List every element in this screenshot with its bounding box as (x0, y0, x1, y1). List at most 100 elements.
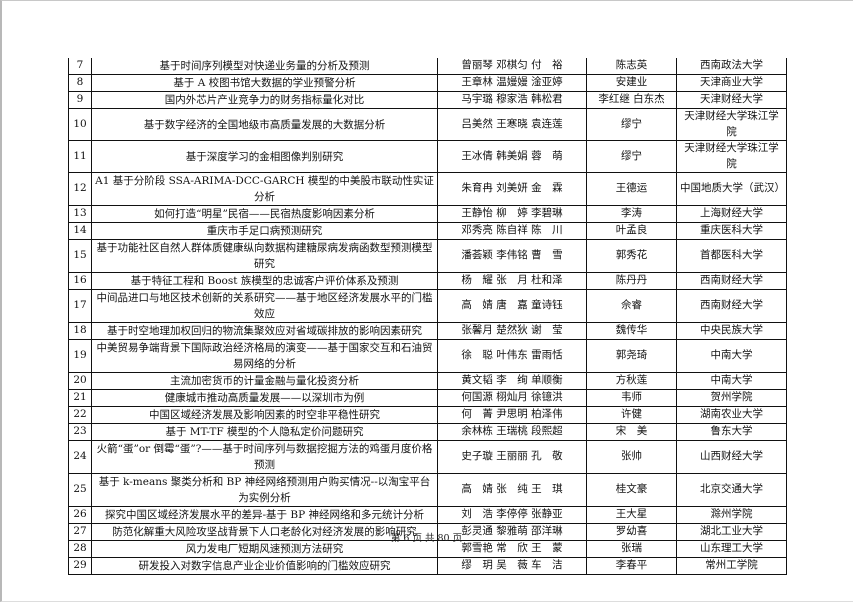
team-members: 高 婧 张 纯 王 琪 (437, 473, 587, 507)
project-title: 基于 k-means 聚类分析和 BP 神经网络预测用户购买情况--以淘宝平台为… (91, 473, 438, 507)
project-title: 探究中国区域经济发展水平的差异-基于 BP 神经网络和多元统计分析 (91, 506, 438, 524)
table-row: 14 重庆市手足口病预测研究 邓秀亮 陈自祥 陈 川叶孟良 重庆医科大学 (68, 222, 787, 240)
advisor-name: 郭尧琦 (586, 339, 677, 373)
project-title: 火箭“蛋”or 倒霉“蛋”?——基于时间序列与数据挖掘方法的鸡蛋月度价格预测 (91, 440, 438, 474)
row-number: 13 (68, 205, 92, 223)
row-number: 24 (68, 440, 92, 474)
team-members: 郭雪艳 常 欣 王 蒙 (437, 540, 587, 558)
table-row: 23 基于 MT-TF 模型的个人隐私定价问题研究 余林栋 王瑞桃 段熙超宋 美鲁东… (68, 423, 787, 441)
table-row: 21 健康城市推动高质量发展——以深圳市为例 何国源 栩灿月 徐镱洪 韦师 贺州学院 (68, 389, 787, 407)
project-title: 中间品进口与地区技术创新的关系研究——基于地区经济发展水平的门槛效应 (91, 289, 438, 323)
project-title: 基于数字经济的全国地级市高质量发展的大数据分析 (91, 108, 438, 141)
school-name: 滁州学院 (676, 506, 787, 524)
project-title: 主流加密货币的计量金融与量化投资分析 (91, 372, 438, 390)
table-row: 25 基于 k-means 聚类分析和 BP 神经网络预测用户购买情况--以淘宝平… (68, 473, 787, 507)
project-title: 重庆市手足口病预测研究 (91, 222, 438, 240)
team-members: 高 婧 唐 嘉 童诗钰 (437, 289, 587, 323)
project-title: 基于深度学习的金相图像判别研究 (91, 140, 438, 173)
project-title: 国内外芯片产业竞争力的财务指标量化对比 (91, 91, 438, 109)
advisor-name: 陈丹丹 (586, 272, 677, 290)
table-row: 19 中美贸易争端背景下国际政治经济格局的演变——基于国家交互和石油贸易网络的分析… (68, 339, 787, 373)
row-number: 25 (68, 473, 92, 507)
project-title: 风力发电厂短期风速预测方法研究 (91, 540, 438, 558)
school-name: 天津财经大学珠江学院 (676, 108, 787, 141)
school-name: 贺州学院 (676, 389, 787, 407)
table-row: 7 基于时间序列模型对快递业务量的分析及预测 曾丽琴 邓棋匀 付 裕陈志英 西南政法大… (68, 58, 787, 75)
team-members: 史子璇 王丽丽 孔 敬 (437, 440, 587, 474)
table-row: 29 研发投入对数字信息产业企业价值影响的门槛效应研究缪 玥 吴 薇 车 洁李春平… (68, 557, 787, 575)
table-row: 22 中国区域经济发展及影响因素的时空非平稳性研究何 菁 尹思明 柏泽伟 许健 湖南农… (68, 406, 787, 424)
advisor-name: 叶孟良 (586, 222, 677, 240)
school-name: 中央民族大学 (676, 322, 787, 340)
advisor-name: 李红继 白东杰 (586, 91, 677, 109)
project-title: 基于 MT-TF 模型的个人隐私定价问题研究 (91, 423, 438, 441)
table-row: 16 基于特征工程和 Boost 族模型的忠诚客户评价体系及预测杨 耀 张 月 杜… (68, 272, 787, 290)
project-title: 基于功能社区自然人群体质健康纵向数据构建糖尿病发病函数型预测模型研究 (91, 239, 438, 273)
row-number: 29 (68, 557, 92, 575)
team-members: 黄文韬 李 绚 单顺衡 (437, 372, 587, 390)
table-row: 17 中间品进口与地区技术创新的关系研究——基于地区经济发展水平的门槛效应高 婧 … (68, 289, 787, 323)
row-number: 10 (68, 108, 92, 141)
table-row: 11 基于深度学习的金相图像判别研究 王冰倩 韩美娟 蓉 萌缪宁 天津财经大学珠江学院 (68, 140, 787, 173)
school-name: 重庆医科大学 (676, 222, 787, 240)
row-number: 26 (68, 506, 92, 524)
school-name: 湖北工业大学 (676, 523, 787, 541)
advisor-name: 陈志英 (586, 58, 677, 75)
advisor-name: 张帅 (586, 440, 677, 474)
row-number: 7 (68, 58, 92, 75)
team-members: 邓秀亮 陈自祥 陈 川 (437, 222, 587, 240)
table-row: 18 基于时空地理加权回归的物流集聚效应对省域碳排放的影响因素研究 张馨月 楚然狄 … (68, 322, 787, 340)
team-members: 吕美然 王寒晓 袁连莲 (437, 108, 587, 141)
school-name: 西南财经大学 (676, 272, 787, 290)
advisor-name: 李春平 (586, 557, 677, 575)
row-number: 9 (68, 91, 92, 109)
school-name: 中南大学 (676, 339, 787, 373)
row-number: 21 (68, 389, 92, 407)
advisor-name: 王大星 (586, 506, 677, 524)
advisor-name: 许健 (586, 406, 677, 424)
team-members: 张馨月 楚然狄 谢 莹 (437, 322, 587, 340)
award-table: 7 基于时间序列模型对快递业务量的分析及预测 曾丽琴 邓棋匀 付 裕陈志英 西南政法大… (68, 58, 787, 575)
school-name: 鲁东大学 (676, 423, 787, 441)
team-members: 何 菁 尹思明 柏泽伟 (437, 406, 587, 424)
advisor-name: 缪宁 (586, 108, 677, 141)
table-row: 9 国内外芯片产业竞争力的财务指标量化对比 马宇璐 穆家浩 韩松君 李红继 白东杰 天津… (68, 91, 787, 109)
school-name: 北京交通大学 (676, 473, 787, 507)
team-members: 马宇璐 穆家浩 韩松君 (437, 91, 587, 109)
row-number: 23 (68, 423, 92, 441)
advisor-name: 佘睿 (586, 289, 677, 323)
advisor-name: 魏传华 (586, 322, 677, 340)
project-title: 中美贸易争端背景下国际政治经济格局的演变——基于国家交互和石油贸易网络的分析 (91, 339, 438, 373)
row-number: 20 (68, 372, 92, 390)
page-footer: 第 6 页 共 80 页 (390, 533, 463, 544)
table-row: 15 基于功能社区自然人群体质健康纵向数据构建糖尿病发病函数型预测模型研究 潘荟颖 … (68, 239, 787, 273)
row-number: 11 (68, 140, 92, 173)
school-name: 西南财经大学 (676, 289, 787, 323)
school-name: 首都医科大学 (676, 239, 787, 273)
advisor-name: 安建业 (586, 74, 677, 92)
team-members: 王冰倩 韩美娟 蓉 萌 (437, 140, 587, 173)
table-row: 10 基于数字经济的全国地级市高质量发展的大数据分析 吕美然 王寒晓 袁连莲 缪宁 天津… (68, 108, 787, 141)
team-members: 刘 浩 李停停 张静亚 (437, 506, 587, 524)
table-row: 28 风力发电厂短期风速预测方法研究 郭雪艳 常 欣 王 蒙张瑞 山东理工大学 (68, 540, 787, 558)
team-members: 潘荟颖 李伟铭 曹 雪 (437, 239, 587, 273)
row-number: 17 (68, 289, 92, 323)
school-name: 天津商业大学 (676, 74, 787, 92)
project-title: 如何打造“明星”民宿——民宿热度影响因素分析 (91, 205, 438, 223)
advisor-name: 罗幼喜 (586, 523, 677, 541)
table-row: 8 基于 A 校图书馆大数据的学业预警分析 王章林 温嫚嫚 淦亚婷 安建业 天津商业大学 (68, 74, 787, 92)
team-members: 何国源 栩灿月 徐镱洪 (437, 389, 587, 407)
team-members: 余林栋 王瑞桃 段熙超 (437, 423, 587, 441)
advisor-name: 王德运 (586, 172, 677, 206)
project-title: 防范化解重大风险攻坚战背景下人口老龄化对经济发展的影响研究 (91, 523, 438, 541)
project-title: 健康城市推动高质量发展——以深圳市为例 (91, 389, 438, 407)
school-name: 中南大学 (676, 372, 787, 390)
school-name: 天津财经大学珠江学院 (676, 140, 787, 173)
school-name: 常州工学院 (676, 557, 787, 575)
row-number: 19 (68, 339, 92, 373)
row-number: 8 (68, 74, 92, 92)
advisor-name: 宋 美 (586, 423, 677, 441)
team-members: 彭灵通 黎雅萌 邵洋琳 (437, 523, 587, 541)
table-row: 27 防范化解重大风险攻坚战背景下人口老龄化对经济发展的影响研究 彭灵通 黎雅萌 邵… (68, 523, 787, 541)
table-row: 26 探究中国区域经济发展水平的差异-基于 BP 神经网络和多元统计分析刘 浩 李… (68, 506, 787, 524)
